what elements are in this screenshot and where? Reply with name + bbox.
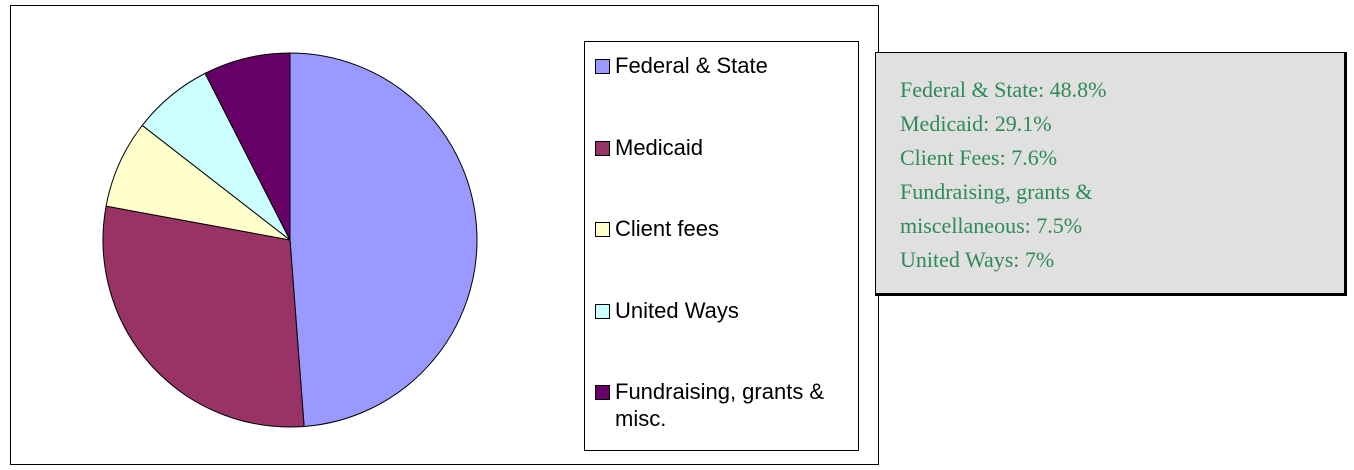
- annotation-line: Federal & State: 48.8%: [900, 77, 1107, 102]
- legend-swatch: [595, 222, 610, 237]
- legend-swatch: [595, 303, 610, 319]
- chart-frame: Federal & State Medicaid Client fees United…: [10, 5, 879, 465]
- legend-label: Fundraising, grants & misc.: [615, 379, 825, 431]
- legend-label: Federal & State: [615, 53, 768, 78]
- legend-label: United Ways: [615, 297, 739, 323]
- annotation-line: Client Fees: 7.6%: [900, 145, 1058, 170]
- legend-label: Medicaid: [615, 134, 704, 160]
- pie-slice: [102, 205, 305, 428]
- annotation-box: Federal & State: 48.8% Medicaid: 29.1% Cli…: [875, 52, 1347, 296]
- legend: Federal & State Medicaid Client fees United…: [584, 41, 859, 451]
- pie-chart: [102, 52, 478, 428]
- legend-swatch: [595, 59, 610, 74]
- legend-swatch: [595, 385, 610, 400]
- pie-slice: [204, 52, 291, 241]
- annotation-line: United Ways: 7%: [900, 247, 1055, 272]
- annotation-line: Medicaid: 29.1%: [900, 111, 1052, 136]
- pie-slice: [289, 52, 478, 428]
- legend-swatch: [595, 140, 610, 156]
- legend-label: Client fees: [615, 216, 719, 241]
- annotation-line: Fundraising, grants & miscellaneous: 7.5…: [900, 179, 1093, 238]
